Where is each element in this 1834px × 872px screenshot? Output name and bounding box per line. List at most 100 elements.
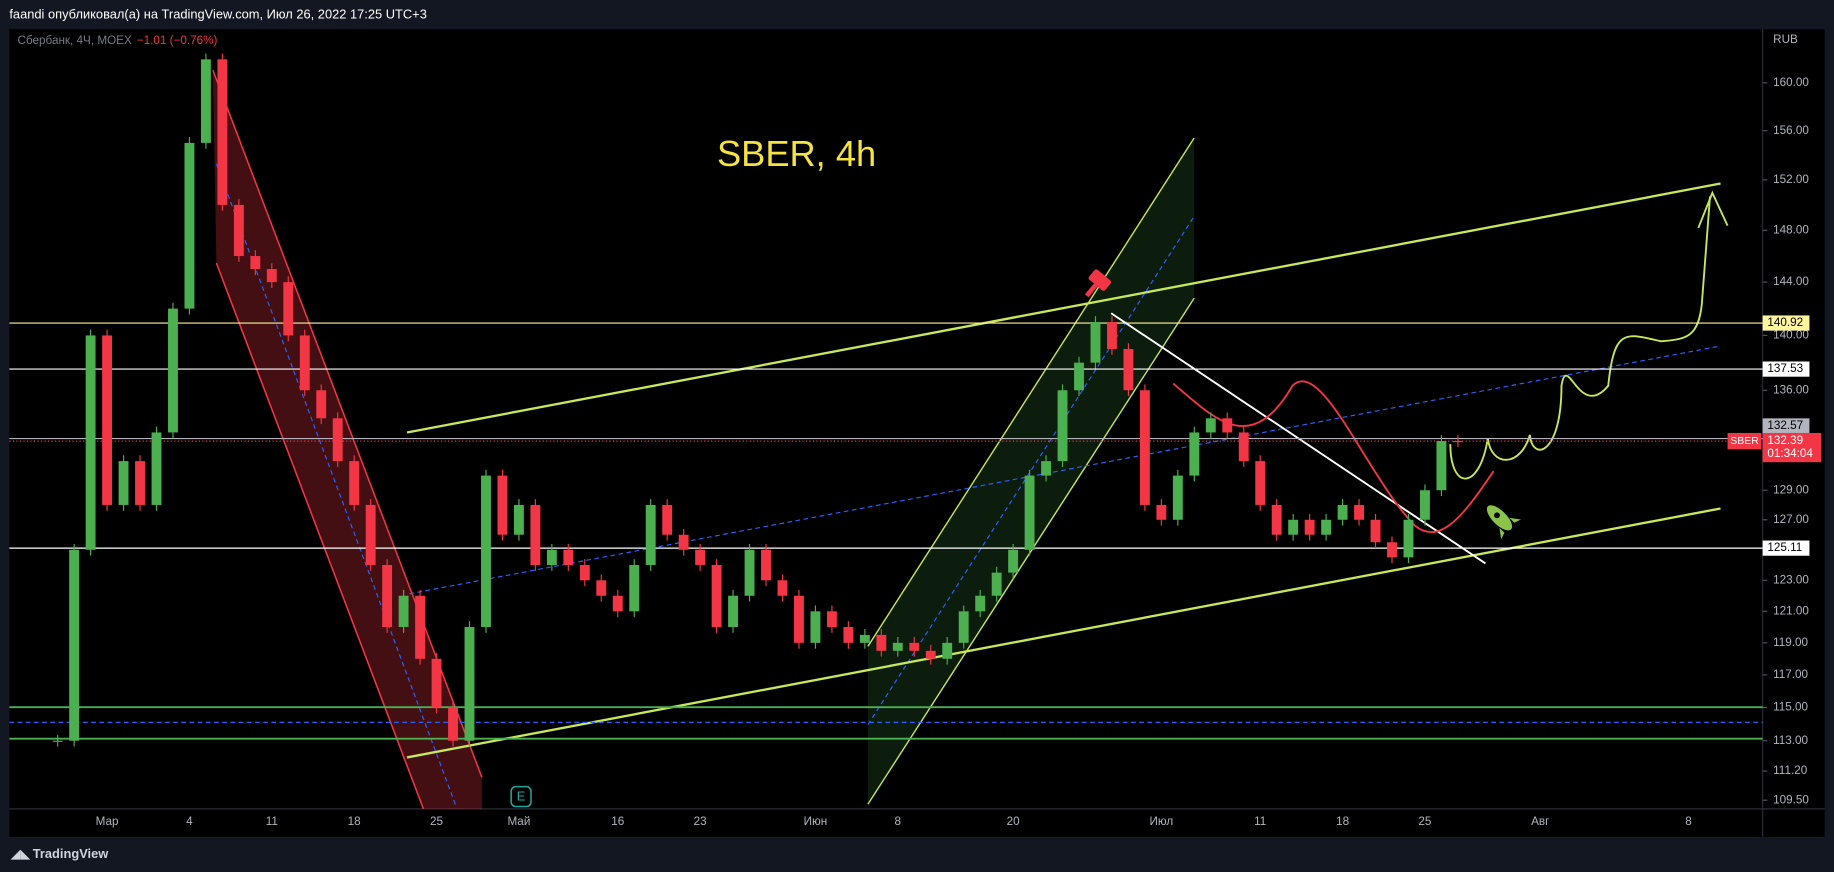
candle	[85, 335, 96, 550]
x-tick-label: Май	[507, 815, 530, 828]
footer-logo: TradingView	[33, 846, 110, 861]
price-level-label: 137.53	[1767, 362, 1803, 375]
candle	[909, 642, 920, 651]
y-tick-label: 140.00	[1773, 329, 1809, 342]
candle	[678, 534, 689, 550]
x-tick-label: 23	[694, 815, 707, 828]
candle	[1139, 390, 1150, 505]
y-tick-label: 121.00	[1773, 604, 1809, 617]
candle	[1304, 519, 1315, 535]
candle	[217, 59, 228, 205]
candle	[991, 572, 1002, 596]
candle	[118, 461, 129, 505]
red-channel-line	[215, 262, 425, 810]
y-tick-label: 148.00	[1773, 223, 1809, 236]
x-tick-label: Июл	[1150, 815, 1174, 828]
candle	[365, 504, 376, 565]
y-tick-label: 129.00	[1773, 483, 1809, 496]
x-tick-label: 11	[266, 815, 278, 828]
price-level-label: 140.92	[1767, 316, 1803, 329]
x-tick-label: 8	[1685, 815, 1692, 828]
candle	[711, 564, 722, 628]
candle	[826, 611, 837, 628]
x-tick-label: Июн	[804, 815, 828, 828]
candle	[629, 564, 640, 612]
candle	[1420, 490, 1430, 520]
chart-panel	[9, 29, 1825, 837]
candle	[612, 595, 623, 612]
candle	[135, 461, 145, 505]
x-tick-label: 18	[348, 815, 361, 828]
countdown-label: 01:34:04	[1767, 447, 1813, 460]
earnings-label: E	[517, 789, 526, 804]
change-label: −1.01 (−0.76%)	[137, 34, 218, 47]
candle	[794, 595, 804, 643]
candle	[266, 269, 277, 283]
candle	[464, 627, 475, 741]
candle	[1452, 441, 1463, 443]
candle	[892, 642, 903, 651]
candle	[283, 282, 294, 336]
hammer-icon	[1084, 269, 1112, 298]
earnings-icon	[510, 785, 532, 808]
candle	[859, 634, 870, 643]
candle	[596, 580, 607, 596]
candle	[415, 595, 426, 659]
y-tick-label: 117.00	[1773, 668, 1808, 681]
candle	[1172, 475, 1183, 520]
candle	[579, 564, 590, 581]
candle	[546, 549, 557, 565]
candle	[151, 432, 162, 505]
candle	[1074, 362, 1084, 391]
y-tick-label: 160.00	[1773, 76, 1809, 89]
y-tick-label: 111.20	[1773, 764, 1808, 777]
candle	[942, 642, 953, 659]
candle	[168, 308, 178, 433]
candle	[843, 627, 854, 643]
red-channel-fill	[212, 70, 482, 809]
candle	[1255, 461, 1266, 505]
drawings: E	[9, 69, 1763, 810]
x-tick-label: 4	[186, 815, 193, 828]
candle	[645, 504, 656, 565]
candle	[761, 549, 771, 581]
candle	[662, 504, 673, 535]
candle	[431, 658, 442, 708]
x-tick-label: 11	[1254, 815, 1266, 828]
trend-line-lower	[406, 507, 1721, 759]
candle	[876, 634, 887, 651]
candle	[1321, 519, 1332, 535]
candle	[233, 204, 244, 257]
footer-icon: ◢◣	[11, 846, 31, 861]
y-tick-label: 136.00	[1773, 383, 1809, 396]
trend-line-mid	[409, 345, 1721, 595]
y-tick-label: 152.00	[1773, 173, 1809, 186]
symbol-label: Сбербанк, 4Ч, MOEX	[18, 34, 132, 47]
y-tick-label: 113.00	[1773, 734, 1808, 747]
candle	[513, 504, 524, 535]
candle	[398, 595, 409, 628]
candle	[695, 549, 706, 565]
candles	[52, 53, 1463, 747]
candle	[1041, 461, 1052, 476]
candle	[1189, 432, 1200, 476]
candle	[1222, 418, 1233, 433]
candle	[810, 611, 821, 643]
rocket-icon	[1486, 505, 1521, 540]
y-tick-label: 144.00	[1773, 275, 1809, 288]
candle	[1024, 475, 1035, 550]
candle	[1387, 542, 1397, 558]
green-channel-line	[867, 297, 1195, 805]
candle	[1354, 504, 1364, 520]
header-text: faandi опубликовал(а) на TradingView.com…	[9, 7, 427, 22]
x-tick-label: Мар	[96, 815, 119, 828]
candle	[1271, 504, 1282, 535]
candle	[332, 418, 343, 462]
last-price-tag	[1762, 432, 1822, 463]
price-level-tag	[1762, 418, 1810, 434]
candle	[728, 595, 739, 628]
y-tick-label: 123.00	[1773, 573, 1809, 586]
candle	[1436, 441, 1447, 491]
x-tick-label: 8	[895, 815, 902, 828]
